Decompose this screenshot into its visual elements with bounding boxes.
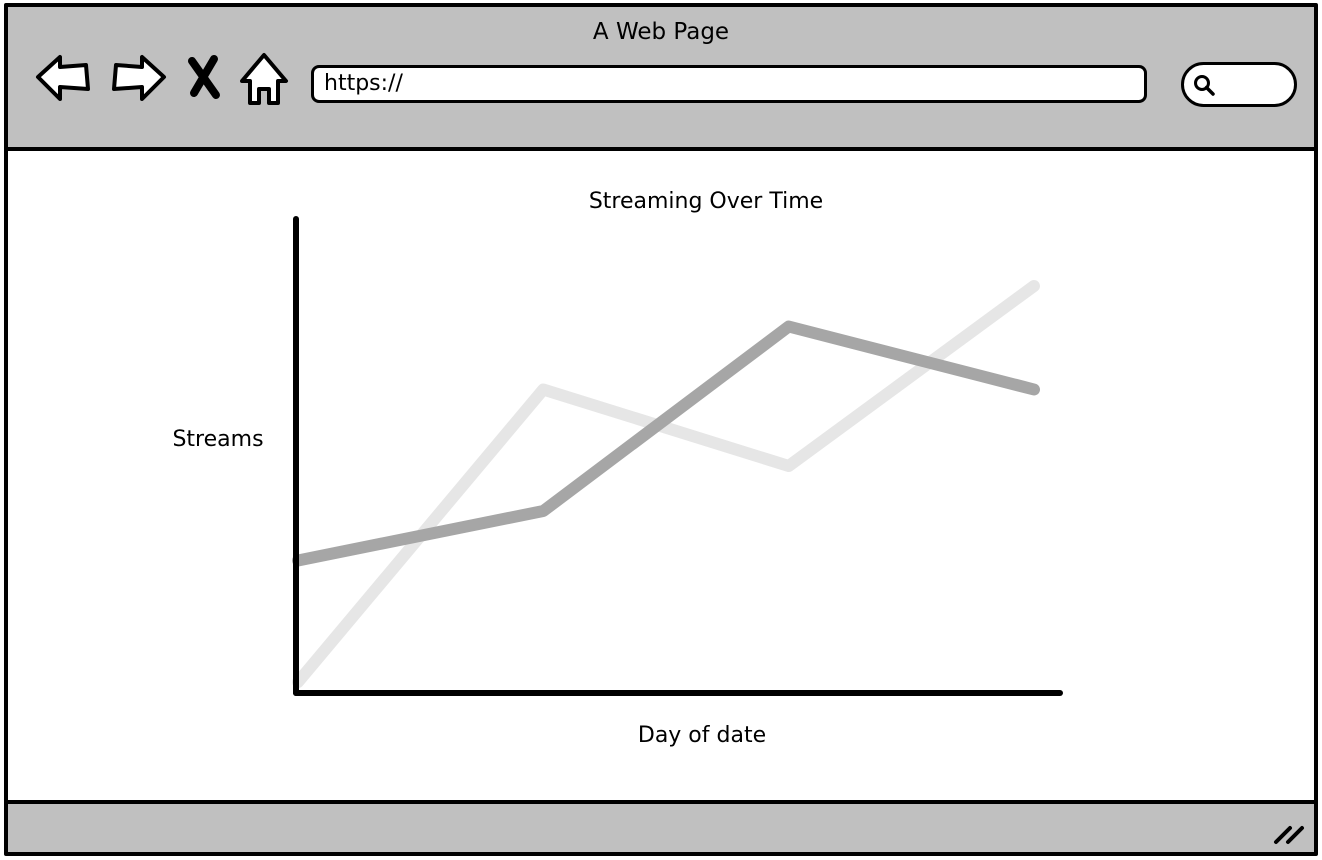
back-button[interactable] xyxy=(34,47,94,107)
chart-title: Streaming Over Time xyxy=(589,189,823,214)
search-input[interactable] xyxy=(1181,62,1297,107)
stop-button[interactable] xyxy=(184,47,224,107)
forward-arrow-icon xyxy=(112,55,166,101)
x-axis-label: Day of date xyxy=(638,723,766,748)
series-line-2 xyxy=(292,280,1040,688)
window-title: A Web Page xyxy=(592,19,730,45)
browser-window: A Web Page https:// xyxy=(4,3,1318,856)
series-line-1 xyxy=(292,320,1040,567)
page-content: Streaming Over Time Streams Day of date xyxy=(8,151,1314,800)
address-bar[interactable]: https:// xyxy=(311,65,1147,103)
home-icon xyxy=(240,53,288,105)
line-chart: Streaming Over Time Streams Day of date xyxy=(172,189,1063,748)
resize-grip-icon[interactable] xyxy=(1272,818,1306,846)
address-bar-value: https:// xyxy=(324,71,403,96)
y-axis-label: Streams xyxy=(172,427,263,452)
back-arrow-icon xyxy=(36,55,90,101)
close-icon xyxy=(188,55,220,99)
status-bar xyxy=(8,800,1314,852)
title-bar: A Web Page https:// xyxy=(8,7,1314,151)
search-icon xyxy=(1194,75,1215,96)
home-button[interactable] xyxy=(236,47,292,107)
forward-button[interactable] xyxy=(108,47,168,107)
